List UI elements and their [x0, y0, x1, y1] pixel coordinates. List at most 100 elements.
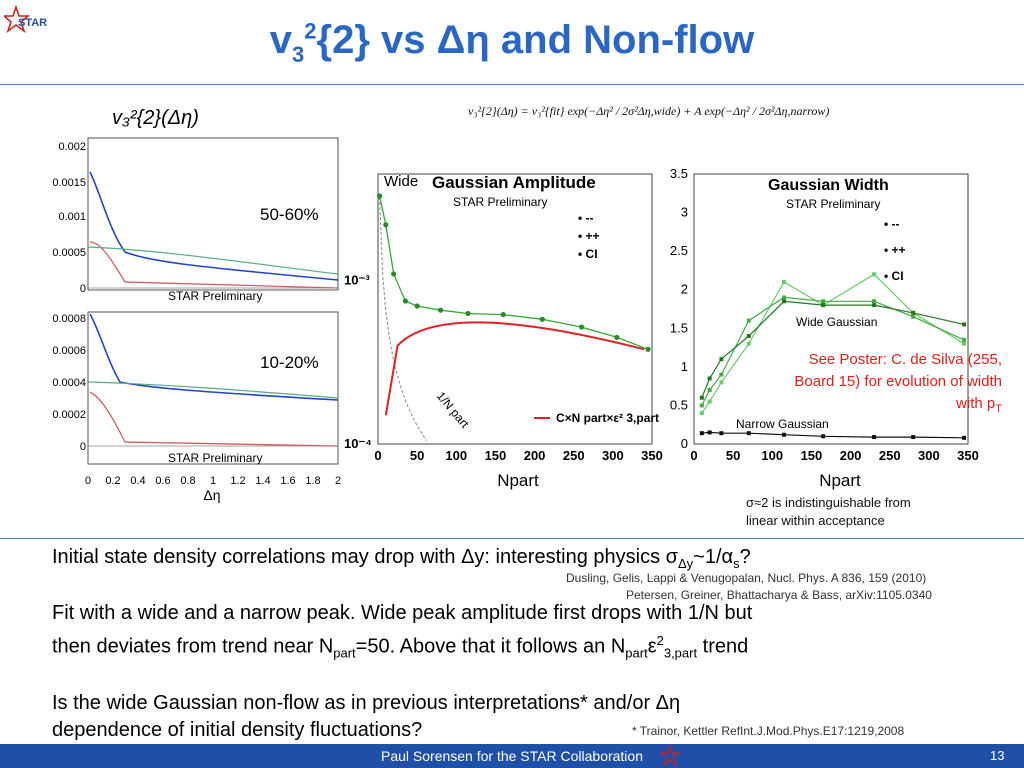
footer-star-logo	[660, 745, 681, 767]
amp-data-point	[465, 310, 471, 317]
svg-text:0.0004: 0.0004	[52, 377, 86, 389]
width-ytick: 2.5	[670, 243, 688, 258]
width-legend-item: • CI	[884, 269, 904, 283]
width-xtick: 100	[761, 448, 783, 463]
width-data-point	[872, 435, 877, 440]
width-data-point	[911, 435, 916, 440]
amp-curve-label: 1/N part	[434, 389, 473, 431]
paragraph-initial-state: Initial state density correlations may d…	[52, 546, 751, 571]
width-data-point	[719, 357, 724, 362]
bottom-plot-frame	[87, 311, 339, 465]
width-data-point	[821, 299, 826, 304]
svg-text:1.8: 1.8	[305, 475, 320, 487]
content-divider	[0, 538, 1024, 539]
width-data-point	[962, 337, 967, 342]
bottom-preliminary-label: STAR Preliminary	[168, 451, 262, 465]
svg-text:0.0006: 0.0006	[52, 345, 86, 357]
width-xtick: 50	[726, 448, 740, 463]
amp-xtick: 50	[410, 448, 424, 463]
amp-data-point	[376, 193, 383, 199]
gaussian-amplitude-chart: 0 50 100 150 200 250 300 350 10⁻³ 10⁻⁴ Npart Gaussi…	[344, 173, 663, 490]
svg-text:0.4: 0.4	[130, 475, 145, 487]
width-data-point	[699, 411, 704, 416]
top-centrality-label: 50-60%	[260, 205, 319, 224]
width-xlabel: Npart	[819, 471, 861, 490]
reference-trainor: * Trainor, Kettler RefInt.J.Mod.Phys.E17…	[632, 724, 905, 738]
star-logo: STAR	[4, 4, 47, 34]
bottom-centrality-label: 10-20%	[260, 353, 319, 372]
width-data-point	[782, 432, 787, 437]
footer-text: Paul Sorensen for the STAR Collaboration	[381, 748, 643, 764]
width-xtick: 150	[801, 448, 823, 463]
width-data-point	[782, 280, 787, 284]
svg-text:1.2: 1.2	[230, 475, 245, 487]
top-narrow-curve	[89, 241, 339, 289]
svg-text:0.0015: 0.0015	[52, 177, 86, 189]
svg-text:0.002: 0.002	[58, 141, 86, 153]
left-histogram-panel: v₃²{2}(Δη) 0.002 0.0015 0.001 0.0005 0 0…	[52, 107, 341, 503]
slide-title: v32{2} vs Δη and Non-flow	[269, 18, 755, 67]
svg-text:1: 1	[210, 475, 216, 487]
amp-xtick: 250	[563, 448, 585, 463]
amp-xtick: 0	[374, 448, 381, 463]
amp-ytick: 10⁻⁴	[344, 436, 372, 451]
width-ytick: 0	[681, 436, 688, 451]
amp-data-point	[614, 334, 620, 340]
width-ytick: 1	[681, 359, 688, 374]
width-xtick: 300	[918, 448, 940, 463]
width-data-point	[719, 380, 724, 385]
bottom-yticks: 0.0008 0.0006 0.0004 0.0002 0	[52, 313, 86, 453]
amp-data-point	[645, 346, 651, 352]
amp-frame	[377, 173, 653, 445]
top-preliminary-label: STAR Preliminary	[168, 289, 262, 303]
svg-text:2: 2	[335, 475, 341, 487]
gaussian-width-chart: 3.5 3 2.5 2 1.5 1 0.5 00 50 100 150 200 250 300 350 Npa…	[670, 166, 979, 490]
top-fit-curve	[89, 171, 339, 281]
width-data-point	[699, 395, 704, 400]
width-legend-item: • --	[884, 217, 900, 231]
width-data-point	[962, 435, 967, 440]
amp-subtitle: STAR Preliminary	[453, 195, 547, 209]
width-ytick: 1.5	[670, 320, 688, 335]
top-plot-frame	[87, 137, 339, 291]
width-data-point	[872, 303, 877, 308]
top-wide-curve	[87, 246, 339, 275]
paragraph-question: Is the wide Gaussian non-flow as in prev…	[52, 692, 681, 741]
page-number: 13	[990, 748, 1005, 763]
width-data-point	[872, 299, 877, 304]
left-panel-heading: v₃²{2}(Δη)	[112, 107, 199, 129]
svg-text:0.2: 0.2	[105, 475, 120, 487]
width-ytick: 3	[681, 205, 688, 220]
width-legend-item: • ++	[884, 243, 906, 257]
amp-series-line	[378, 195, 649, 350]
title-divider	[0, 84, 1024, 85]
width-data-point	[746, 431, 751, 436]
svg-text:0.6: 0.6	[155, 475, 170, 487]
amp-legend-item: • --	[578, 211, 594, 225]
amp-xtick: 300	[602, 448, 624, 463]
width-xtick: 0	[690, 448, 697, 463]
width-xtick: 200	[840, 448, 862, 463]
width-title: Gaussian Width	[768, 177, 889, 194]
width-data-point	[746, 318, 751, 323]
svg-text:STAR: STAR	[18, 17, 47, 29]
width-data-point	[707, 388, 712, 392]
width-data-point	[707, 399, 712, 404]
amp-xtick: 100	[445, 448, 467, 463]
width-data-point	[699, 431, 704, 436]
bottom-wide-curve	[87, 381, 339, 399]
amp-legend-item: • ++	[578, 229, 600, 243]
width-data-point	[962, 322, 967, 327]
fit-formula: v₃²{2}(Δη) = v₃²{fit} exp(−Δη² / 2σ²Δη,w…	[468, 104, 830, 118]
reference-dusling: Dusling, Gelis, Lappi & Venugopalan, Nuc…	[566, 571, 927, 585]
width-data-point	[872, 272, 877, 277]
amp-title: Gaussian Amplitude	[432, 173, 596, 192]
amp-xtick: 350	[641, 448, 663, 463]
svg-text:0: 0	[85, 475, 91, 487]
width-data-point	[911, 310, 916, 315]
width-ytick: 0.5	[670, 397, 688, 412]
amp-ytick: 10⁻³	[344, 273, 370, 288]
width-data-point	[821, 303, 826, 308]
width-data-point	[719, 431, 724, 436]
amp-xlabel: Npart	[497, 471, 539, 490]
